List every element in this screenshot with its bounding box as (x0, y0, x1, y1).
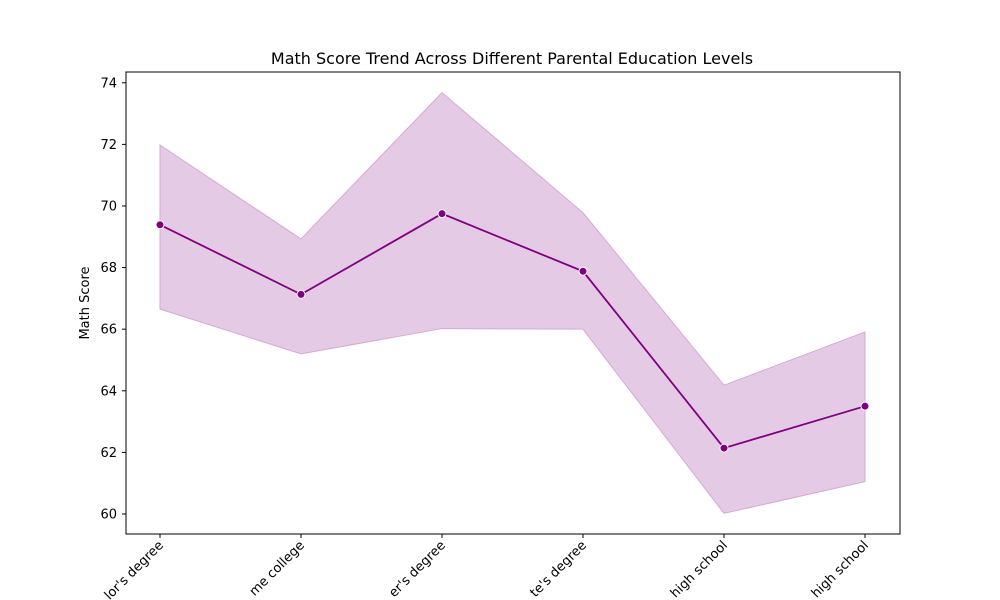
x-tick-label: lor's degree (102, 538, 167, 600)
data-point (437, 209, 447, 219)
data-point (578, 266, 588, 276)
x-tick-label: high school (809, 538, 872, 600)
y-tick-label: 66 (100, 323, 117, 338)
x-tick-label: te's degree (528, 538, 590, 600)
x-tick-label: high school (668, 538, 731, 600)
data-point (296, 289, 306, 299)
data-point (719, 443, 729, 453)
y-tick-label: 62 (100, 446, 117, 461)
y-tick-label: 64 (100, 384, 117, 399)
y-tick-label: 72 (100, 138, 117, 153)
x-tick-label: er's degree (386, 538, 449, 600)
y-axis-label: Math Score (78, 266, 93, 339)
axes-frame (125, 71, 901, 535)
y-tick-label: 74 (100, 76, 117, 91)
data-point (155, 220, 165, 230)
confidence-band (159, 91, 866, 514)
series-line (159, 212, 866, 450)
data-point (860, 401, 870, 411)
x-tick-label: me college (247, 538, 308, 599)
chart-title: Math Score Trend Across Different Parent… (271, 49, 753, 68)
y-tick-label: 68 (100, 261, 117, 276)
y-tick-label: 60 (100, 507, 117, 522)
y-tick-label: 70 (100, 199, 117, 214)
plot-area: 60 62 64 66 68 70 72 74 lor's degree me college er… (100, 71, 901, 600)
